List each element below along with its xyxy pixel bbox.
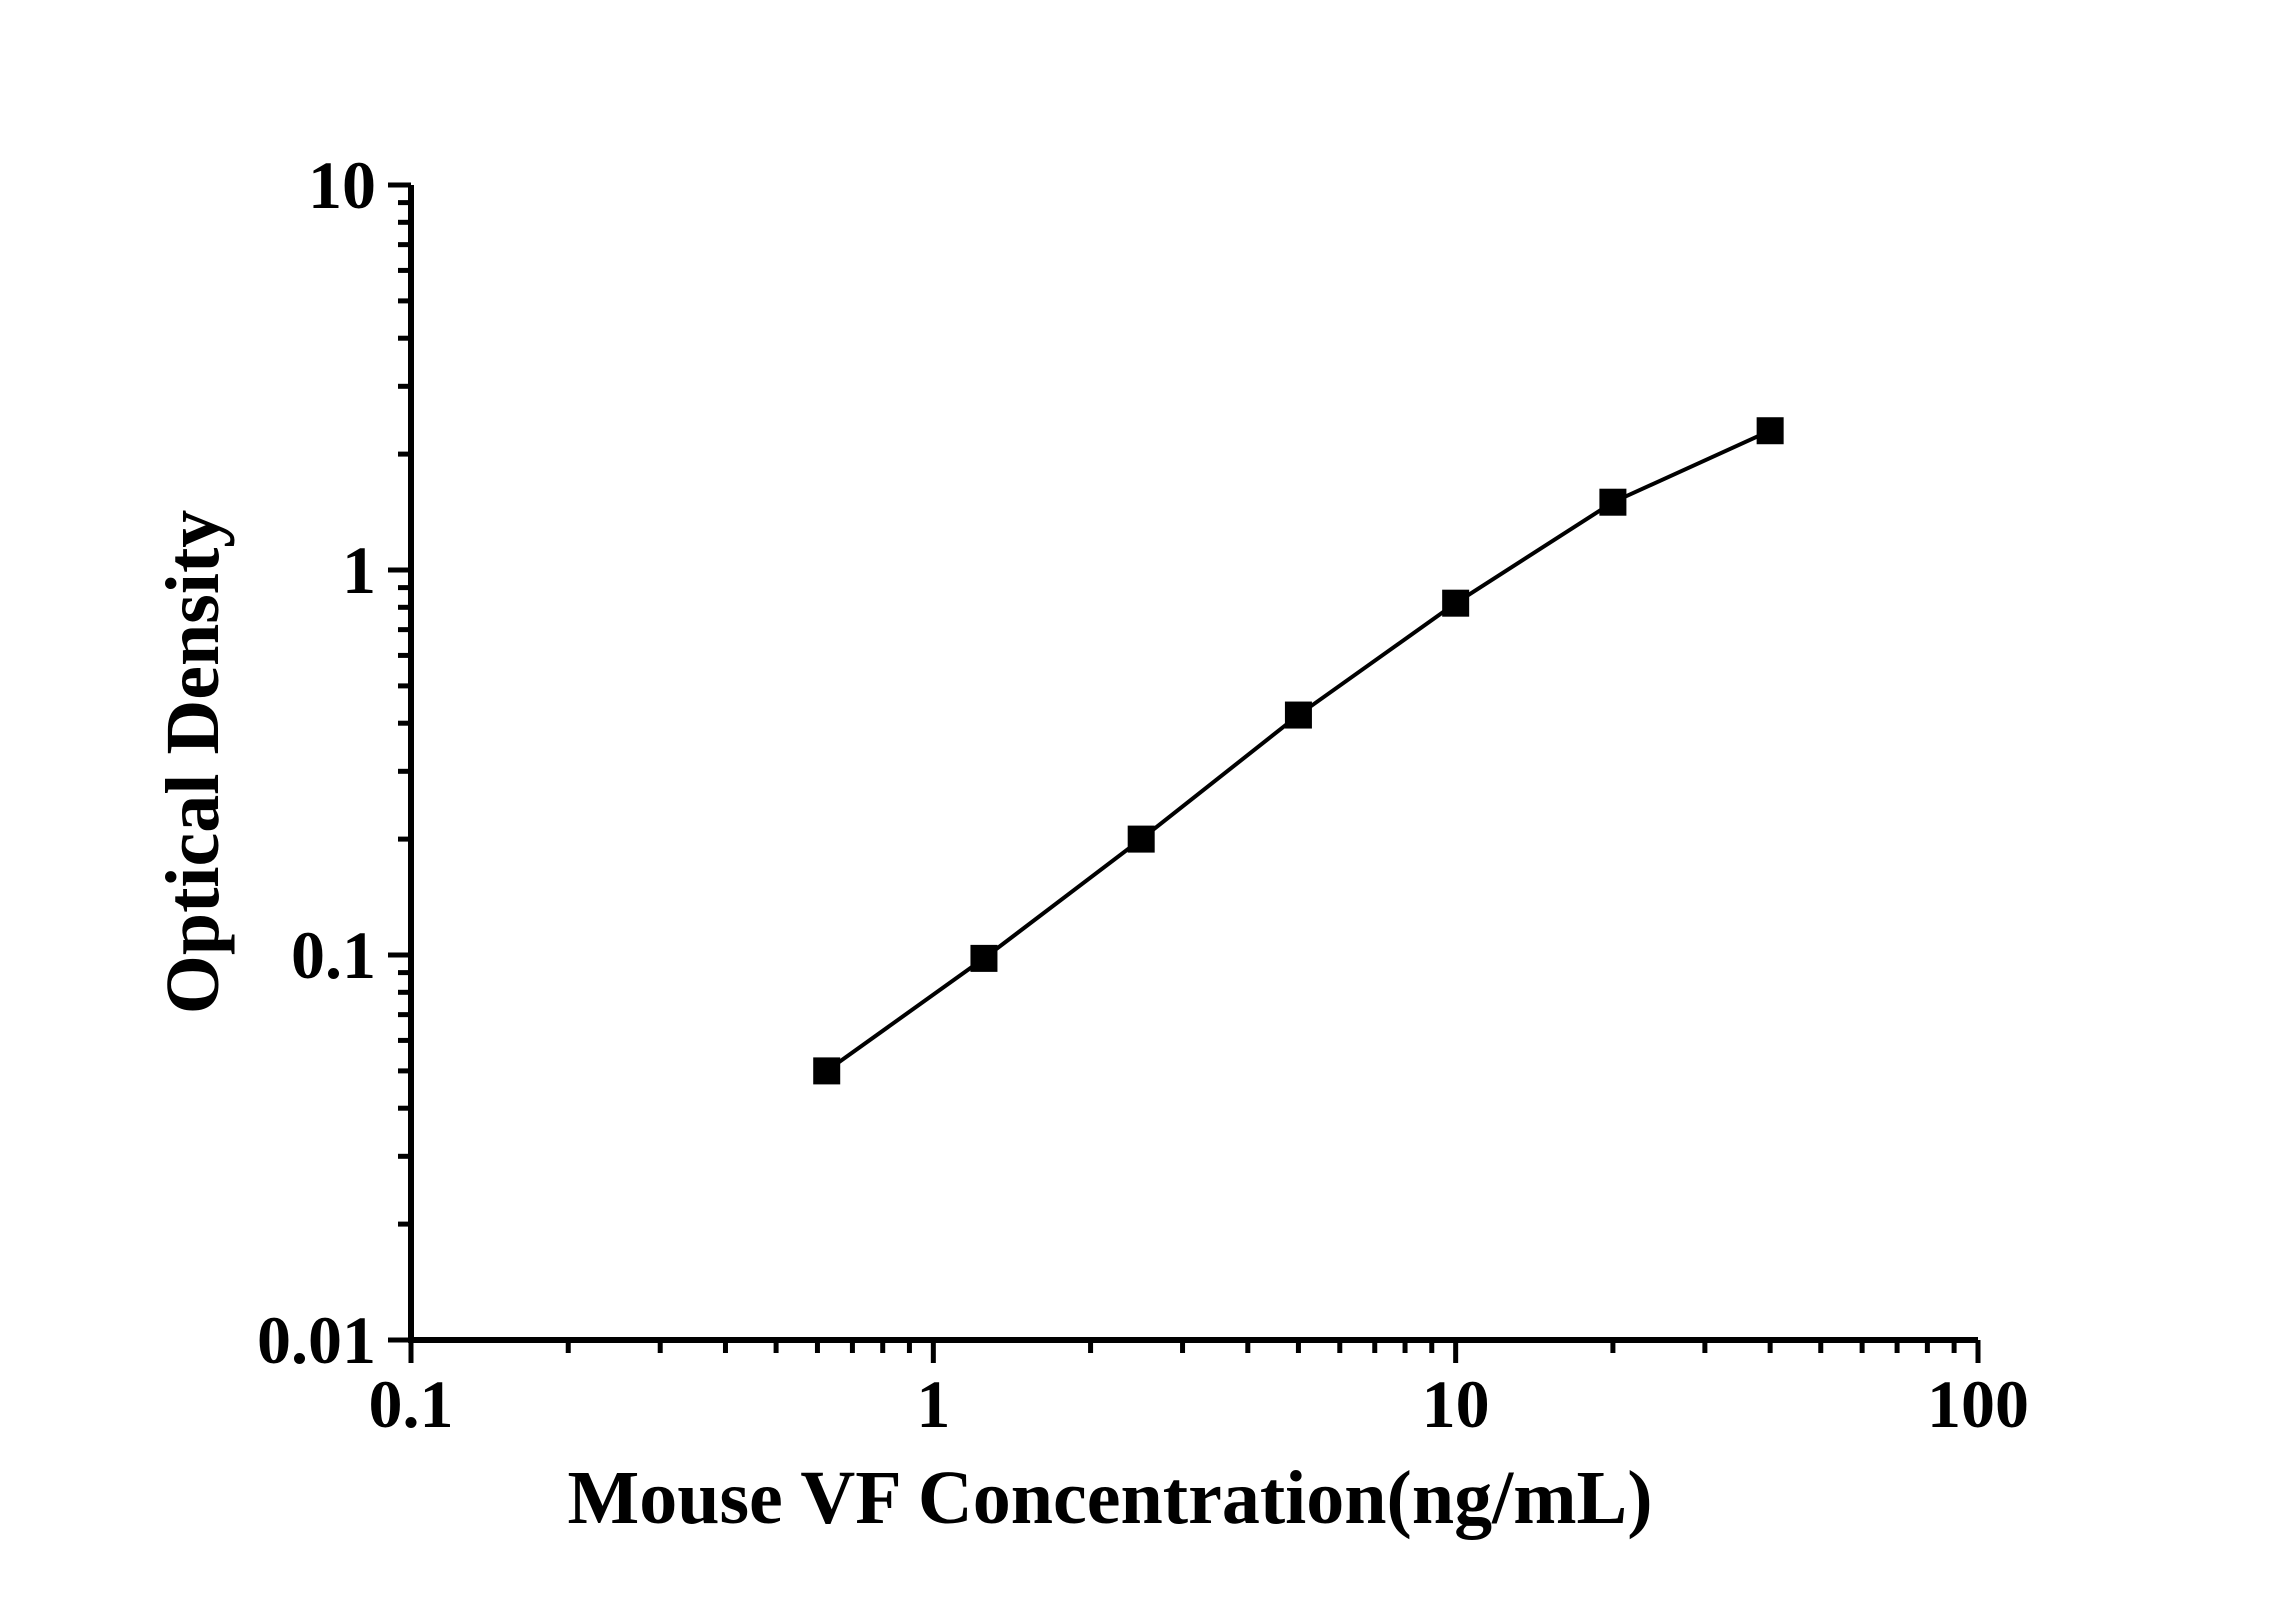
x-tick-label: 10 bbox=[1422, 1366, 1490, 1442]
data-point-marker bbox=[1442, 589, 1470, 617]
ticks-layer bbox=[388, 182, 1981, 1363]
x-axis-title: Mouse VF Concentration(ng/mL) bbox=[567, 1456, 1652, 1540]
data-point-marker bbox=[970, 944, 998, 972]
x-tick-label: 100 bbox=[1927, 1366, 2029, 1442]
y-tick-label: 0.01 bbox=[257, 1302, 376, 1378]
data-point-marker bbox=[1284, 701, 1312, 729]
y-tick-label: 0.1 bbox=[291, 917, 376, 993]
data-point-marker bbox=[1599, 488, 1627, 516]
y-tick-label: 10 bbox=[308, 147, 376, 223]
series-layer bbox=[813, 417, 1784, 1085]
x-tick-label: 0.1 bbox=[369, 1366, 454, 1442]
data-point-marker bbox=[1127, 825, 1155, 853]
x-tick-label: 1 bbox=[916, 1366, 950, 1442]
axes-layer bbox=[408, 185, 1978, 1343]
y-axis-title: Optical Density bbox=[151, 510, 235, 1015]
y-tick-label: 1 bbox=[342, 532, 376, 608]
data-point-marker bbox=[1756, 417, 1784, 445]
data-point-marker bbox=[813, 1057, 841, 1085]
